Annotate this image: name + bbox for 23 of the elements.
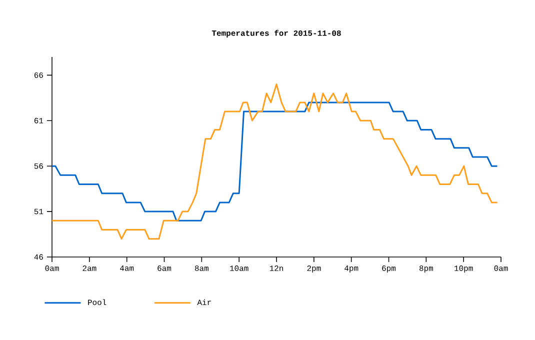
x-tick-label: 2am xyxy=(82,266,96,271)
x-tick-label: 0am xyxy=(494,266,508,271)
chart-title: Temperatures for 2015-11-08 xyxy=(212,30,341,38)
x-tick-label: 12n xyxy=(270,266,283,271)
legend-label: Pool xyxy=(88,299,106,306)
x-tick-label: 2pm xyxy=(307,266,321,273)
y-tick-label: 66 xyxy=(34,72,43,78)
x-tick-label: 8pm xyxy=(419,266,433,273)
y-tick-label: 61 xyxy=(34,118,44,124)
legend-label: Air xyxy=(197,299,211,305)
x-tick-label: 0am xyxy=(45,266,59,271)
x-tick-label: 4pm xyxy=(344,266,358,272)
x-tick-label: 10am xyxy=(230,266,248,271)
y-tick-label: 51 xyxy=(34,208,44,214)
x-tick-label: 6pm xyxy=(382,266,396,273)
y-tick-label: 46 xyxy=(34,254,43,260)
x-tick-label: 8am xyxy=(194,266,208,271)
x-tick-label: 6am xyxy=(158,266,172,271)
line-series xyxy=(51,84,498,240)
y-tick-label: 56 xyxy=(34,163,43,169)
x-tick-label: 10pm xyxy=(454,266,473,273)
line-series xyxy=(51,102,498,222)
x-tick-label: 4am xyxy=(120,266,134,271)
